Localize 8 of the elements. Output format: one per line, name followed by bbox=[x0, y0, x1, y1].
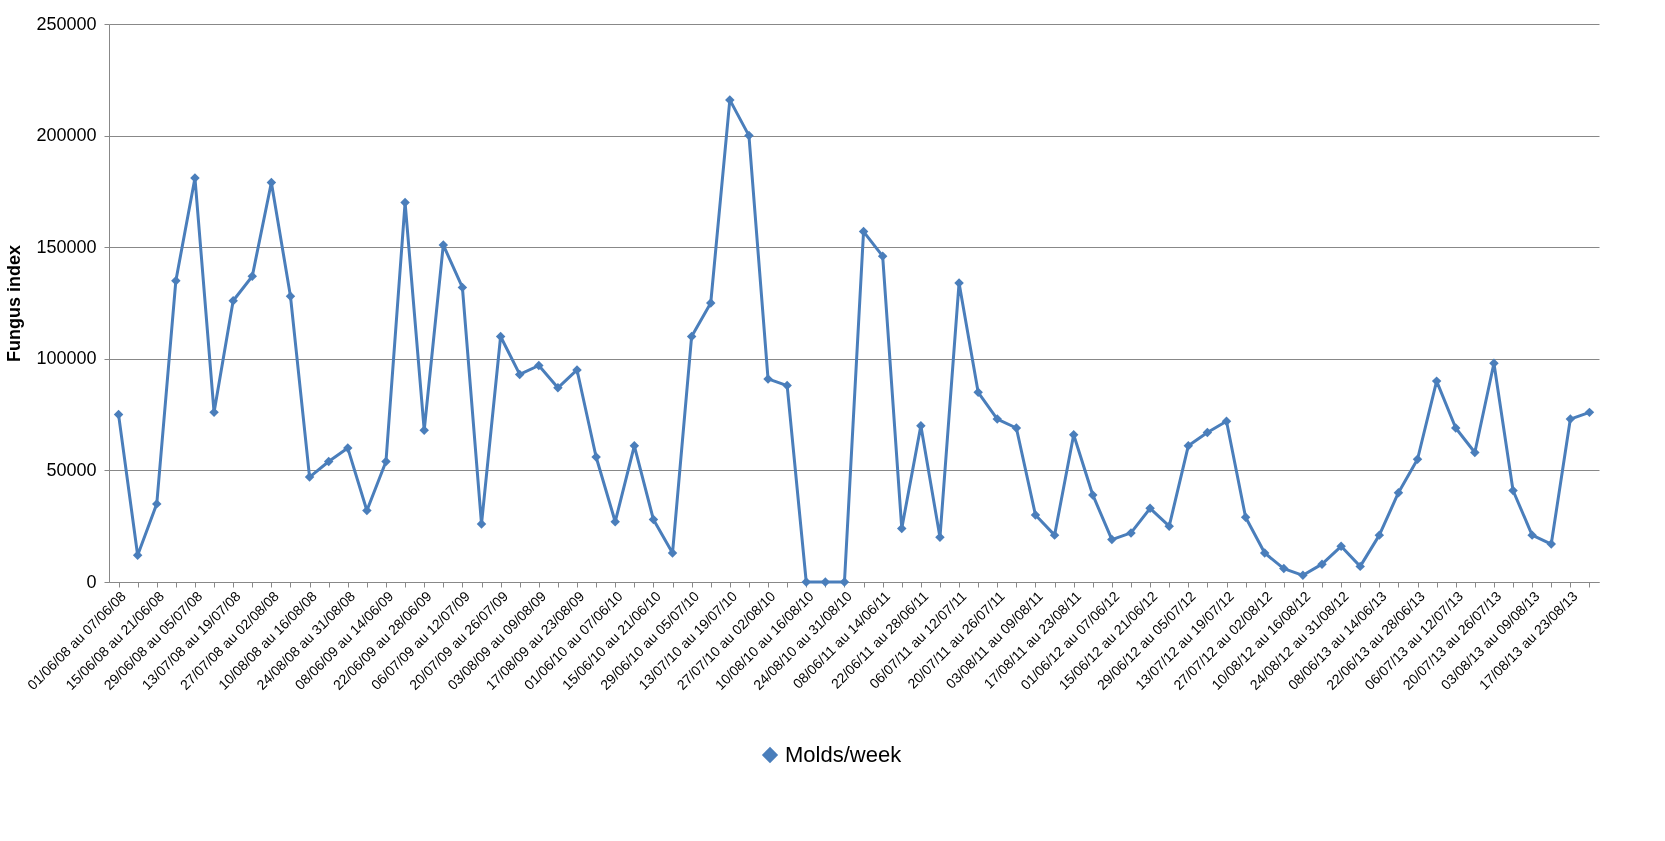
y-tick-label: 150000 bbox=[36, 236, 97, 257]
y-tick-label: 250000 bbox=[36, 13, 97, 34]
y-tick-label: 100000 bbox=[36, 348, 97, 369]
y-axis-title: Fungus index bbox=[4, 245, 25, 362]
y-tick-label: 50000 bbox=[46, 459, 97, 480]
y-tick-label: 200000 bbox=[36, 125, 97, 146]
legend-label: Molds/week bbox=[785, 742, 903, 767]
y-tick-label: 0 bbox=[86, 571, 97, 592]
